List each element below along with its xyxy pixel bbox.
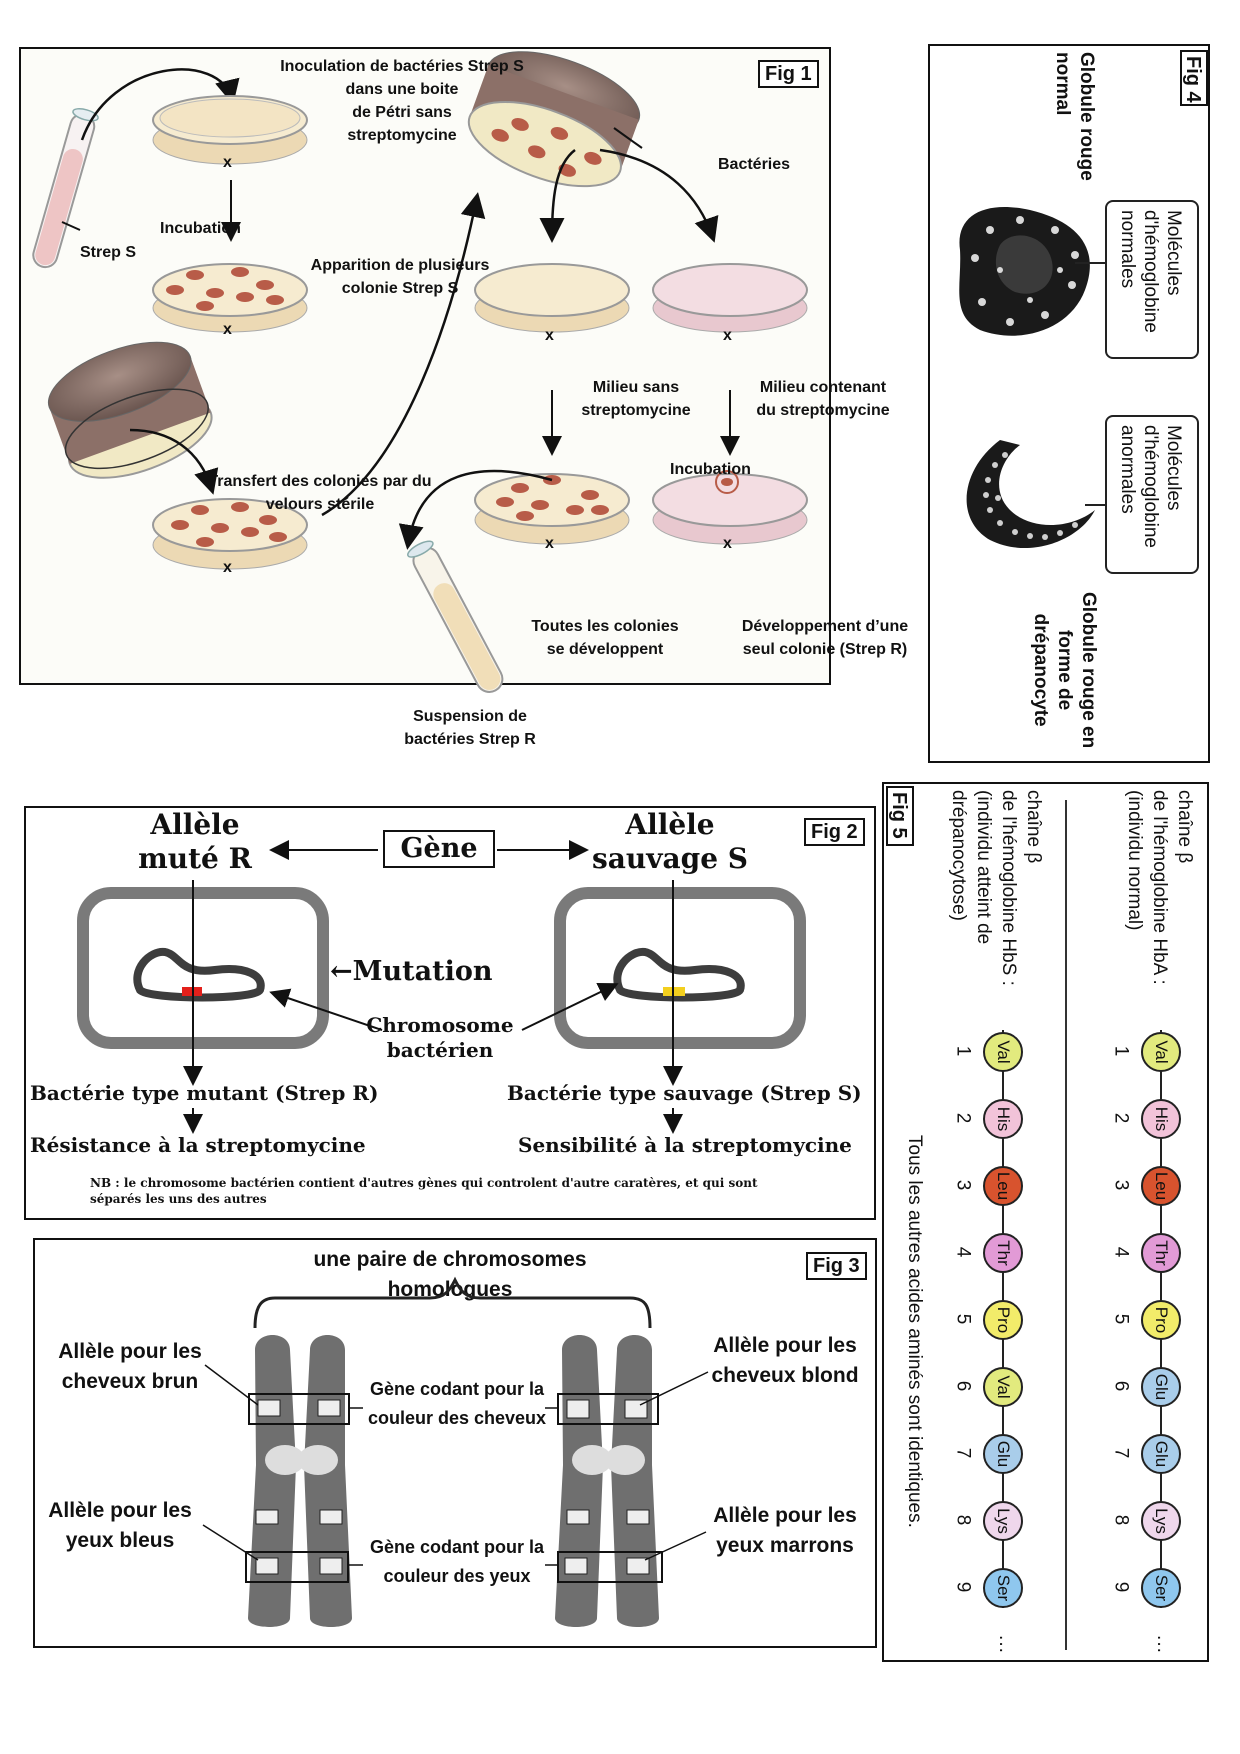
hbs-amino-acid-3: Leu xyxy=(983,1166,1023,1206)
hba-position-5: 5 xyxy=(1110,1313,1132,1325)
x-mark-3: x xyxy=(223,559,232,576)
hbs-position-3: 3 xyxy=(952,1179,974,1191)
hbs-position-2: 2 xyxy=(952,1112,974,1124)
fig4-normales-box xyxy=(1105,200,1199,359)
fig1-bacteries-label: Bactéries xyxy=(718,156,791,173)
fig3-blond-label: Allèle pour les cheveux blond xyxy=(711,1334,859,1387)
fig1-milieu-avec-label: Milieu contenant du streptomycine xyxy=(756,379,890,419)
hbs-position-8: 8 xyxy=(952,1514,974,1526)
x-mark-6: x xyxy=(545,535,554,552)
hba-amino-acid-6: Glu xyxy=(1141,1367,1181,1407)
fig3-paire-label: une paire de chromosomes homologues xyxy=(313,1248,587,1301)
fig2-type-sauvage: Bactérie type sauvage (Strep S) xyxy=(507,1081,862,1105)
fig1-incubation-1: Incubation xyxy=(160,220,241,237)
fig2-allele-mute: Allèle muté R xyxy=(138,808,252,875)
fig4-anormales-box xyxy=(1105,415,1199,574)
hba-amino-acid-9: Ser xyxy=(1141,1568,1181,1608)
fig5-tag: Fig 5 xyxy=(886,786,914,846)
fig4-anormales-label: Molécules d'hémoglobine anormales xyxy=(1117,425,1184,548)
fig3-brun-label: Allèle pour les cheveux brun xyxy=(58,1340,202,1393)
fig3-gene-cheveux-label: Gène codant pour la couleur des cheveux xyxy=(367,1379,547,1428)
hbs-amino-acid-9: Ser xyxy=(983,1568,1023,1608)
hba-ellipsis: ··· xyxy=(1148,1634,1170,1654)
hba-position-4: 4 xyxy=(1110,1246,1132,1258)
fig4-normal-label: Globule rouge normal xyxy=(1052,52,1097,181)
fig2-allele-sauvage: Allèle sauvage S xyxy=(591,808,749,875)
hba-amino-acid-4: Thr xyxy=(1141,1233,1181,1273)
hbs-amino-acid-8: Lys xyxy=(983,1501,1023,1541)
fig5-hba-label: chaîne β de l'hémoglobine HbA : (individu … xyxy=(1124,790,1195,985)
hba-position-7: 7 xyxy=(1110,1447,1132,1459)
hba-position-6: 6 xyxy=(1110,1380,1132,1392)
hba-position-3: 3 xyxy=(1110,1179,1132,1191)
fig1-developpement-label: Développement d’une seul colonie (Strep R… xyxy=(741,618,909,658)
fig2-sensibilite: Sensibilité à la streptomycine xyxy=(518,1133,852,1157)
fig2-chromosome-label: Chromosome bactérien xyxy=(366,1013,514,1062)
fig1-incubation-2: Incubation xyxy=(670,461,751,478)
hbs-amino-acid-1: Val xyxy=(983,1032,1023,1072)
hbs-amino-acid-2: His xyxy=(983,1099,1023,1139)
x-mark-1: x xyxy=(223,154,232,171)
fig1-suspension-label: Suspension de bactéries Strep R xyxy=(404,708,536,748)
fig2-mutation-label: ←Mutation xyxy=(330,956,493,987)
fig5-note: Tous les autres acides aminés sont ident… xyxy=(904,1135,925,1528)
fig1-strep-s-label: Strep S xyxy=(80,244,137,261)
hba-amino-acid-1: Val xyxy=(1141,1032,1181,1072)
fig5-divider xyxy=(1065,800,1067,1650)
fig5-hbs-label: chaîne β de l'hémoglobine HbS : (individu … xyxy=(948,790,1044,986)
fig2-type-mutant: Bactérie type mutant (Strep R) xyxy=(30,1081,379,1105)
hbs-amino-acid-7: Glu xyxy=(983,1434,1023,1474)
x-mark-2: x xyxy=(223,321,232,338)
fig1-milieu-sans-label: Milieu sans streptomycine xyxy=(581,379,691,419)
hba-position-1: 1 xyxy=(1110,1045,1132,1057)
hba-amino-acid-3: Leu xyxy=(1141,1166,1181,1206)
x-mark-5: x xyxy=(723,327,732,344)
fig2-tag: Fig 2 xyxy=(804,818,865,846)
fig1-apparition-label: Apparition de plusieurs colonie Strep S xyxy=(310,257,490,297)
hbs-position-1: 1 xyxy=(952,1045,974,1057)
hbs-amino-acid-6: Val xyxy=(983,1367,1023,1407)
hba-amino-acid-8: Lys xyxy=(1141,1501,1181,1541)
hba-position-8: 8 xyxy=(1110,1514,1132,1526)
fig4-drepanocyte-label: Globule rouge en forme de drépanocyte xyxy=(1030,592,1099,749)
hbs-position-9: 9 xyxy=(952,1581,974,1593)
fig3-tag: Fig 3 xyxy=(806,1252,867,1280)
fig3-bleus-label: Allèle pour les yeux bleus xyxy=(48,1499,192,1552)
hbs-position-7: 7 xyxy=(952,1447,974,1459)
x-mark-7: x xyxy=(723,535,732,552)
hba-position-2: 2 xyxy=(1110,1112,1132,1124)
fig4-normales-label: Molécules d'hémoglobine normales xyxy=(1117,210,1184,333)
hba-amino-acid-7: Glu xyxy=(1141,1434,1181,1474)
fig2-nb-note: NB : le chromosome bactérien contient d'… xyxy=(90,1176,758,1206)
fig1-tag: Fig 1 xyxy=(758,60,819,88)
fig4-tag: Fig 4 xyxy=(1180,50,1208,106)
hbs-ellipsis: ··· xyxy=(990,1634,1012,1654)
x-mark-4: x xyxy=(545,327,554,344)
hbs-amino-acid-4: Thr xyxy=(983,1233,1023,1273)
hba-amino-acid-2: His xyxy=(1141,1099,1181,1139)
fig3-marrons-label: Allèle pour les yeux marrons xyxy=(713,1504,857,1557)
hba-amino-acid-5: Pro xyxy=(1141,1300,1181,1340)
hbs-position-5: 5 xyxy=(952,1313,974,1325)
hba-position-9: 9 xyxy=(1110,1581,1132,1593)
fig2-resistance: Résistance à la streptomycine xyxy=(30,1133,366,1157)
fig4-frame xyxy=(928,44,1210,763)
fig2-gene-box: Gène xyxy=(383,830,495,868)
hbs-amino-acid-5: Pro xyxy=(983,1300,1023,1340)
fig1-toutes-label: Toutes les colonies se développent xyxy=(531,618,679,658)
fig3-gene-yeux-label: Gène codant pour la couleur des yeux xyxy=(369,1537,545,1586)
hbs-position-6: 6 xyxy=(952,1380,974,1392)
hbs-position-4: 4 xyxy=(952,1246,974,1258)
fig1-transfert-label: Transfert des colonies par du velours sté… xyxy=(208,473,432,513)
